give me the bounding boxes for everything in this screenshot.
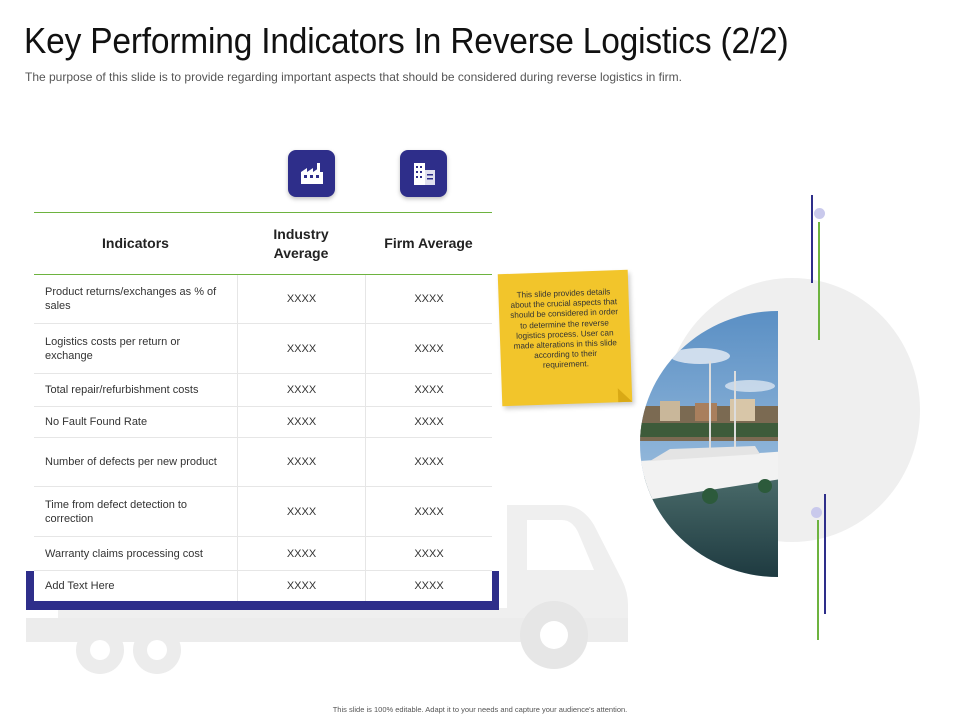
header-indicators: Indicators [102, 235, 169, 251]
sticky-note-text: This slide provides details about the cr… [510, 287, 619, 371]
table-row: Warranty claims processing cost XXXX XXX… [34, 537, 492, 571]
indicator-cell: Logistics costs per return or exchange [45, 335, 181, 362]
truck-icon [26, 505, 628, 674]
indicator-cell: Add Text Here [45, 580, 115, 592]
slide-footer: This slide is 100% editable. Adapt it to… [332, 705, 628, 714]
industry-cell: XXXX [237, 571, 365, 601]
table-row: Add Text Here XXXX XXXX [34, 571, 492, 601]
indicator-cell: Total repair/refurbishment costs [45, 384, 199, 396]
header-firm-average: Firm Average [384, 235, 473, 251]
slide-title: Key Performing Indicators In Reverse Log… [24, 20, 789, 61]
table-row: Product returns/exchanges as % of sales … [34, 275, 492, 324]
industry-cell: XXXX [237, 374, 365, 406]
firm-cell: XXXX [365, 374, 492, 406]
accent-line [811, 195, 813, 283]
firm-cell: XXXX [365, 537, 492, 570]
header-industry-average: Industry Average [273, 225, 329, 261]
slide-subtitle: The purpose of this slide is to provide … [25, 70, 683, 84]
factory-icon [288, 150, 335, 197]
building-icon [400, 150, 447, 197]
indicator-cell: Time from defect detection to correction [45, 498, 188, 525]
firm-cell: XXXX [365, 571, 492, 601]
industry-cell: XXXX [237, 407, 365, 437]
industry-cell: XXXX [237, 537, 365, 570]
sticky-note: This slide provides details about the cr… [497, 269, 633, 407]
table-row: Total repair/refurbishment costs XXXX XX… [34, 374, 492, 407]
table-row: Number of defects per new product XXXX X… [34, 438, 492, 487]
firm-cell: XXXX [365, 487, 492, 536]
note-fold [617, 387, 633, 403]
firm-cell: XXXX [365, 438, 492, 486]
table-row: Time from defect detection to correction… [34, 487, 492, 537]
table-header: Indicators Industry Average Firm Average [34, 212, 492, 275]
industry-cell: XXXX [237, 487, 365, 536]
firm-cell: XXXX [365, 324, 492, 373]
indicator-cell: Number of defects per new product [45, 456, 217, 468]
industry-cell: XXXX [237, 324, 365, 373]
accent-line [818, 222, 820, 340]
indicator-cell: Warranty claims processing cost [45, 547, 203, 560]
indicator-cell: Product returns/exchanges as % of sales [45, 286, 217, 312]
firm-cell: XXXX [365, 407, 492, 437]
industry-cell: XXXX [237, 438, 365, 486]
indicator-cell: No Fault Found Rate [45, 416, 148, 428]
accent-line [817, 520, 819, 640]
kpi-table: Indicators Industry Average Firm Average… [34, 212, 492, 601]
table-row: Logistics costs per return or exchange X… [34, 324, 492, 374]
accent-dot [814, 208, 825, 219]
table-row: No Fault Found Rate XXXX XXXX [34, 407, 492, 438]
accent-line [824, 494, 826, 614]
industry-cell: XXXX [237, 275, 365, 323]
accent-dot [811, 507, 822, 518]
firm-cell: XXXX [365, 275, 492, 323]
